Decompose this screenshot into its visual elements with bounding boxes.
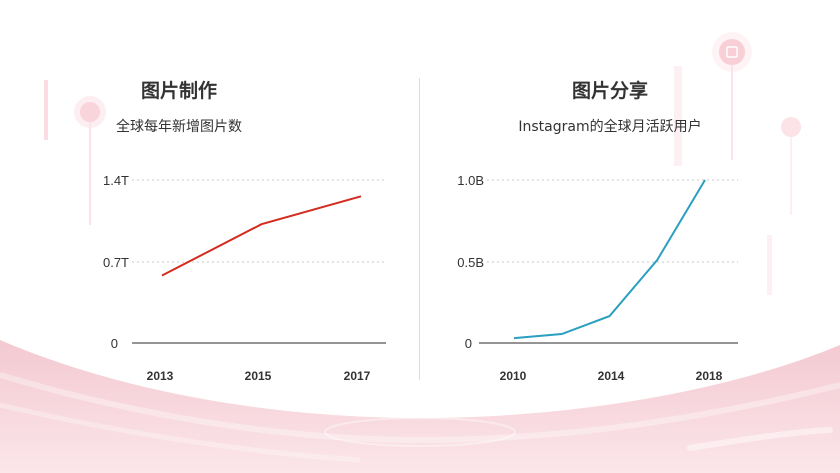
x-tick-label: 2014 xyxy=(598,369,625,383)
y-tick-label: 0.5B xyxy=(457,255,484,270)
right-panel-title: 图片分享 xyxy=(571,80,648,102)
x-tick-label: 2018 xyxy=(696,369,723,383)
panel-divider xyxy=(419,78,420,380)
x-tick-label: 2017 xyxy=(344,369,371,383)
left-panel: 图片制作 全球每年新增图片数 xyxy=(49,0,469,473)
data-line xyxy=(161,195,362,277)
data-line xyxy=(513,179,706,340)
x-tick-label: 2015 xyxy=(245,369,272,383)
x-tick-label: 2010 xyxy=(500,369,527,383)
y-tick-label: 0.7T xyxy=(103,255,129,270)
left-panel-title: 图片制作 xyxy=(140,80,217,102)
left-chart: 1.4T 0.7T 0 2013 2015 2017 xyxy=(103,173,386,383)
y-tick-label: 0 xyxy=(111,336,118,351)
right-panel: 图片分享 Instagram的全球月活跃用户 xyxy=(450,0,770,473)
left-panel-subtitle: 全球每年新增图片数 xyxy=(116,119,242,135)
y-tick-label: 1.4T xyxy=(103,173,129,188)
x-tick-label: 2013 xyxy=(147,369,174,383)
y-tick-label: 1.0B xyxy=(457,173,484,188)
y-tick-label: 0 xyxy=(465,336,472,351)
right-panel-subtitle: Instagram的全球月活跃用户 xyxy=(518,119,702,135)
right-chart: 1.0B 0.5B 0 2010 2014 2018 xyxy=(457,173,738,383)
